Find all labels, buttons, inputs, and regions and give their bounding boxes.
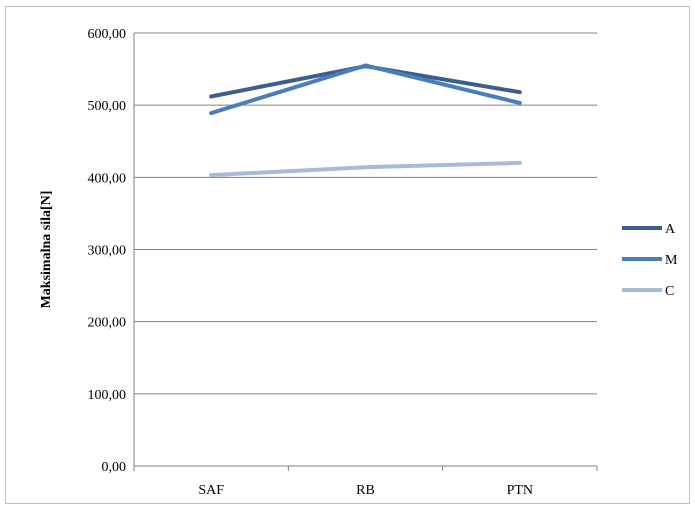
y-tick-label: 300,00 bbox=[88, 244, 127, 259]
y-tick-label: 100,00 bbox=[88, 388, 127, 403]
x-tick-label: PTN bbox=[507, 483, 533, 498]
axes bbox=[133, 33, 597, 467]
series-line-c bbox=[209, 160, 522, 178]
legend-label: M bbox=[665, 253, 678, 268]
x-tick-label: RB bbox=[356, 483, 375, 498]
x-tick-label: SAF bbox=[198, 483, 224, 498]
series-line-m bbox=[209, 63, 522, 116]
y-tick-label: 400,00 bbox=[88, 171, 127, 186]
x-tick-labels: SAF RB PTN bbox=[133, 466, 598, 498]
series-lines bbox=[209, 63, 522, 178]
y-tick-label: 0,00 bbox=[102, 460, 127, 475]
y-axis-title: Maksimalna sila[N] bbox=[39, 191, 54, 309]
y-tick-labels: 0,00 100,00 200,00 300,00 400,00 500,00 600,00 bbox=[88, 27, 127, 475]
y-tick-label: 500,00 bbox=[88, 99, 127, 114]
legend-label: A bbox=[665, 222, 676, 237]
grid-lines bbox=[134, 32, 597, 395]
y-tick-label: 600,00 bbox=[88, 27, 127, 42]
legend-label: C bbox=[665, 284, 674, 299]
chart-frame bbox=[5, 6, 690, 504]
legend: A M C bbox=[622, 222, 678, 299]
y-tick-label: 200,00 bbox=[88, 316, 127, 331]
